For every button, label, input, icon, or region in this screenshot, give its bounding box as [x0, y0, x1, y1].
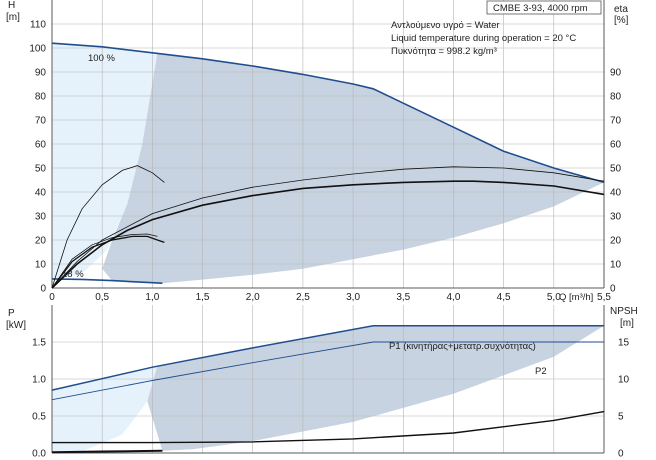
- bottom-curves: [51, 324, 605, 454]
- info-temperature: Liquid temperature during operation = 20…: [391, 33, 576, 44]
- bottom-p-tick-label: 1.0: [32, 375, 46, 386]
- curve-H-min: [51, 278, 163, 284]
- top-eta-tick-label: 50: [610, 164, 622, 175]
- light-region: [52, 43, 158, 279]
- top-eta-tick-label: 70: [610, 116, 622, 127]
- npsh-axis-label: NPSH: [610, 306, 638, 317]
- x-tick-label: 1,5: [196, 292, 210, 303]
- npsh-axis-unit: [m]: [620, 318, 634, 329]
- top-y-tick-label: 110: [30, 20, 46, 31]
- bottom-left-y-ticks: 0.0 0.5 1.0 1.5: [32, 338, 46, 460]
- bottom-npsh-tick-label: 0: [618, 449, 624, 460]
- x-tick-label: 0: [49, 292, 55, 303]
- top-eta-tick-label: 0: [610, 284, 616, 295]
- head-efficiency-panel: 0 10 20 30 40 50 60 70 80 90 100 110 0 10 20 30 40 50 60 7…: [6, 0, 629, 303]
- curve-H-max: [51, 42, 605, 184]
- power-region: [52, 325, 604, 453]
- top-eta-tick-label: 60: [610, 140, 622, 151]
- header-text: CMBE 3-93, 4000 rpm: [493, 3, 588, 14]
- p-axis-unit: [kW]: [6, 320, 26, 331]
- info-density: Πυκνότητα = 998.2 kg/m³: [391, 46, 497, 57]
- top-y-tick-label: 50: [35, 164, 47, 175]
- x-tick-label: 4,5: [497, 292, 511, 303]
- top-eta-tick-label: 30: [610, 212, 622, 223]
- top-y-tick-label: 40: [35, 188, 47, 199]
- top-eta-tick-label: 20: [610, 236, 622, 247]
- eta-axis-unit: [%]: [614, 15, 629, 26]
- x-tick-label: 5,5: [597, 292, 611, 303]
- x-tick-label: 4,0: [447, 292, 461, 303]
- top-eta-tick-label: 10: [610, 260, 622, 271]
- x-tick-label: 2,0: [246, 292, 260, 303]
- bottom-p-tick-label: 1.5: [32, 338, 46, 349]
- h-axis-label: H: [8, 0, 15, 11]
- top-y-tick-label: 90: [35, 68, 47, 79]
- curve-eta-mid-thin: [51, 233, 158, 289]
- top-y-tick-label: 70: [35, 116, 47, 127]
- min-speed-label: 18 %: [62, 269, 84, 280]
- curve-npsh: [52, 410, 605, 444]
- top-y-tick-label: 20: [35, 236, 47, 247]
- h-axis-unit: [m]: [6, 12, 20, 23]
- x-tick-label: 3,0: [346, 292, 360, 303]
- top-y-tick-label: 0: [40, 284, 46, 295]
- bottom-right-y-ticks: 0 5 10 15: [618, 338, 630, 460]
- top-y-tick-label: 60: [35, 140, 47, 151]
- power-npsh-panel: 0.0 0.5 1.0 1.5 0 5 10 15 P [kW] NPSH [m] P1 (…: [6, 305, 638, 460]
- top-gridlines: [51, 0, 605, 289]
- top-left-y-ticks: 0 10 20 30 40 50 60 70 80 90 100 110: [29, 20, 46, 295]
- x-tick-label: 0,5: [95, 292, 109, 303]
- top-eta-tick-label: 90: [610, 68, 622, 79]
- curve-eta-upper: [51, 166, 605, 289]
- curve-p1: [51, 324, 604, 391]
- curve-p2: [51, 341, 604, 401]
- top-y-tick-label: 100: [29, 44, 46, 55]
- max-speed-label: 100 %: [88, 53, 115, 64]
- x-tick-label: 5,0: [547, 292, 561, 303]
- header-box: [486, 0, 602, 15]
- curve-eta-mid: [51, 235, 165, 289]
- power-light-region: [52, 365, 158, 453]
- p2-label: P2: [535, 366, 547, 377]
- top-right-y-ticks: 0 10 20 30 40 50 60 70 80 90: [610, 68, 622, 295]
- info-fluid: Αντλούμενο υγρό = Water: [391, 20, 500, 31]
- p1-label: P1 (κινητήρας+μετατρ.συχνότητας): [389, 341, 536, 352]
- power-region-fill: [147, 325, 604, 451]
- bottom-p-tick-label: 0.0: [32, 449, 46, 460]
- bottom-npsh-tick-label: 5: [618, 412, 624, 423]
- bottom-npsh-tick-label: 15: [618, 338, 630, 349]
- x-tick-label: 2,5: [296, 292, 310, 303]
- p-axis-label: P: [8, 308, 15, 319]
- top-y-tick-label: 30: [35, 212, 47, 223]
- x-tick-label: 1,0: [145, 292, 159, 303]
- x-tick-label: 3,5: [396, 292, 410, 303]
- top-y-tick-label: 80: [35, 92, 47, 103]
- bottom-npsh-tick-label: 10: [618, 375, 630, 386]
- top-curves: [51, 42, 605, 289]
- eta-axis-label: eta: [614, 4, 628, 15]
- bottom-p-tick-label: 0.5: [32, 412, 46, 423]
- curve-p-min: [51, 449, 163, 454]
- x-axis-label: Q [m³/h]: [559, 292, 593, 303]
- curve-eta-small: [51, 165, 165, 289]
- top-y-tick-label: 10: [35, 260, 47, 271]
- top-eta-tick-label: 40: [610, 188, 622, 199]
- x-axis-ticks: 0 0,5 1,0 1,5 2,0 2,5 3,0 3,5 4,0 4,5 5,0 5,5: [49, 292, 611, 303]
- top-eta-tick-label: 80: [610, 92, 622, 103]
